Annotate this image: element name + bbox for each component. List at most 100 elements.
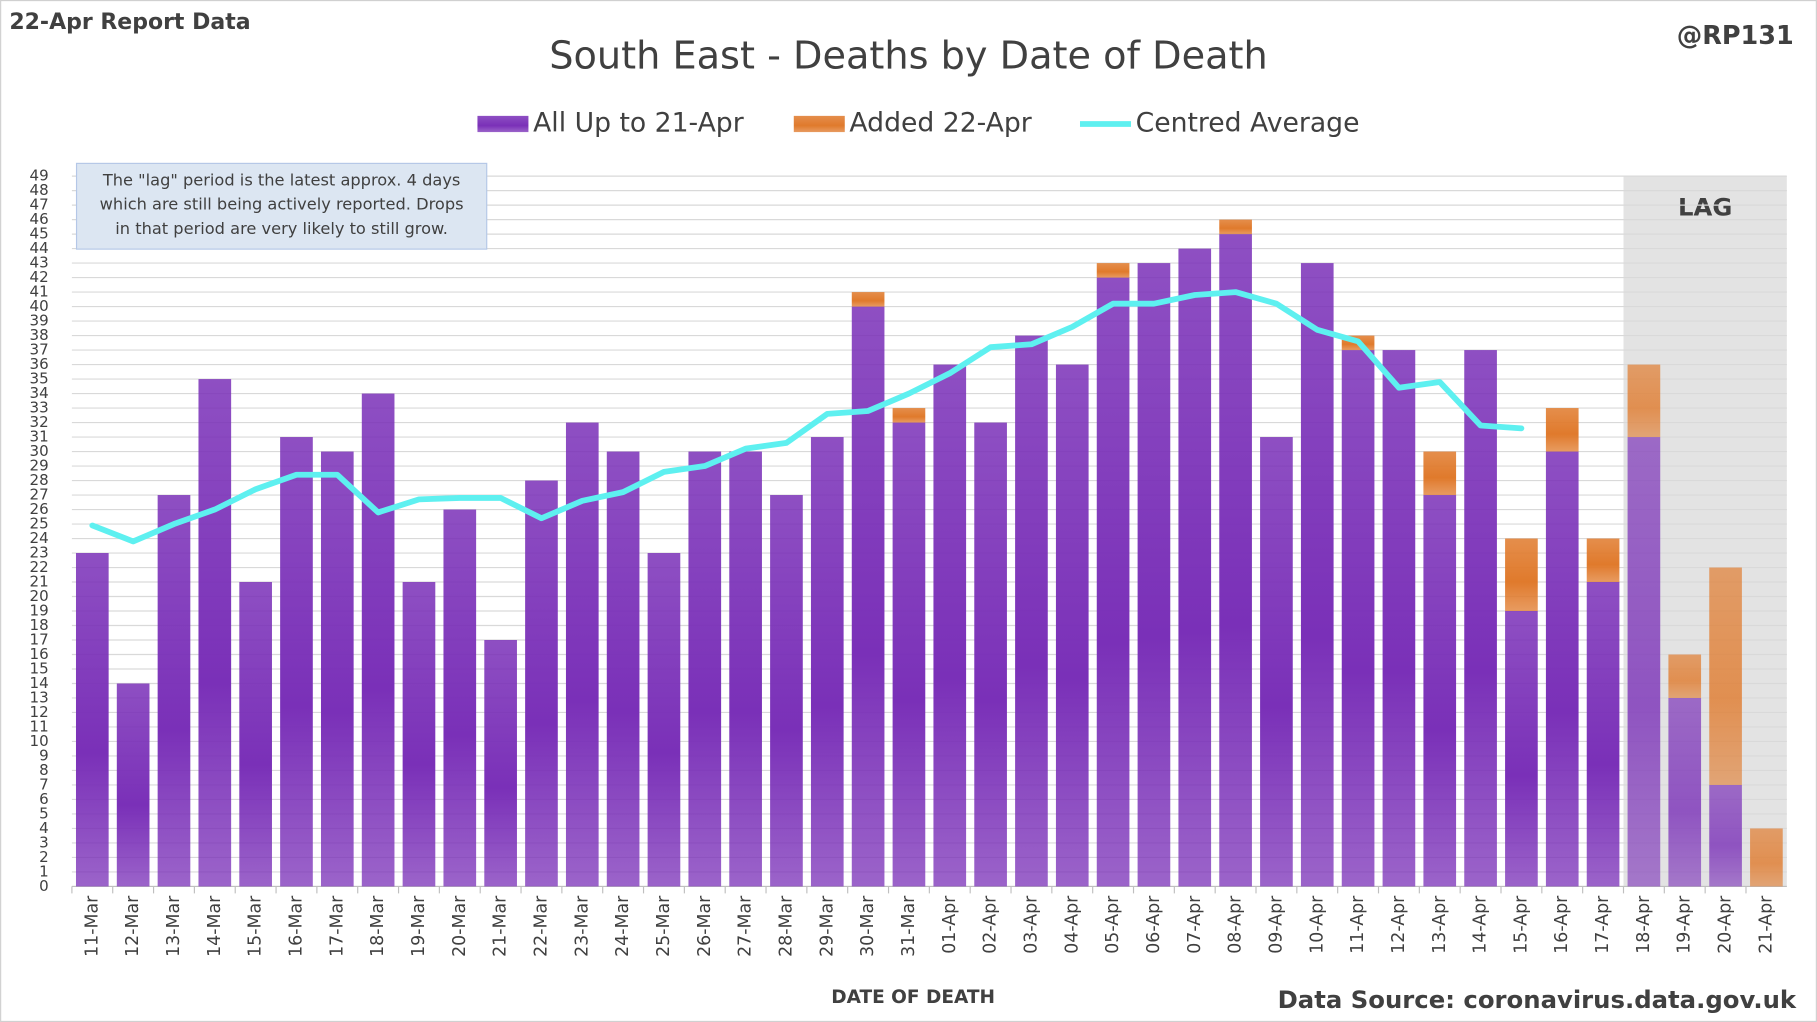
y-tick-label: 28 — [30, 471, 49, 489]
y-tick-label: 17 — [30, 630, 49, 648]
y-tick-label: 47 — [30, 196, 49, 214]
x-tick-label: 11-Mar — [82, 895, 102, 957]
y-tick-label: 15 — [30, 659, 49, 677]
legend-label: Centred Average — [1136, 107, 1360, 138]
bar — [1750, 828, 1783, 887]
x-tick-label: 22-Mar — [531, 895, 551, 957]
y-tick-label: 49 — [30, 167, 49, 185]
bar — [1545, 451, 1579, 887]
y-tick-label: 25 — [30, 515, 49, 533]
y-tick-label: 4 — [39, 819, 49, 837]
y-tick-label: 27 — [30, 486, 49, 504]
bar — [157, 495, 191, 887]
y-tick-label: 13 — [30, 688, 49, 706]
y-tick-label: 16 — [30, 645, 49, 663]
x-tick-label: 02-Apr — [981, 895, 1001, 954]
bar — [1015, 335, 1048, 887]
x-tick-label: 29-Mar — [817, 895, 837, 957]
y-tick-label: 8 — [39, 761, 49, 779]
y-tick-label: 9 — [39, 746, 49, 764]
x-tick-label: 21-Apr — [1756, 895, 1776, 954]
y-tick-label: 1 — [39, 862, 49, 880]
x-tick-label: 18-Mar — [368, 895, 388, 957]
bar — [1545, 408, 1579, 452]
y-tick-label: 35 — [30, 370, 49, 388]
bar — [729, 451, 762, 887]
y-tick-label: 43 — [30, 254, 49, 272]
y-tick-label: 18 — [30, 616, 49, 634]
x-tick-label: 20-Apr — [1716, 895, 1736, 954]
bar — [1055, 364, 1089, 887]
x-tick-label: 13-Mar — [164, 895, 184, 957]
x-tick-label: 23-Mar — [572, 895, 592, 957]
bar — [810, 437, 844, 887]
x-tick-label: 08-Apr — [1226, 895, 1246, 954]
y-tick-label: 44 — [30, 239, 49, 257]
bar — [1586, 538, 1620, 583]
x-tick-label: 17-Mar — [327, 895, 347, 957]
y-tick-label: 0 — [39, 877, 49, 895]
y-tick-label: 10 — [30, 732, 49, 750]
average-line — [89, 289, 1525, 545]
bar — [1219, 234, 1252, 887]
report-label: 22-Apr Report Data — [9, 10, 250, 35]
y-tick-label: 19 — [30, 602, 49, 620]
bar — [1096, 277, 1130, 887]
x-tick-label: 12-Mar — [123, 895, 143, 957]
y-tick-label: 5 — [39, 804, 49, 822]
bar — [1382, 350, 1416, 887]
y-tick-label: 11 — [30, 717, 49, 735]
y-tick-label: 31 — [30, 428, 49, 446]
bar — [1709, 567, 1742, 785]
annotation-text: The "lag" period is the latest approx. 4… — [102, 170, 461, 189]
y-tick-label: 30 — [30, 442, 49, 460]
x-tick-label: 14-Mar — [205, 895, 225, 957]
x-tick-label: 15-Apr — [1511, 895, 1531, 954]
bar — [1178, 248, 1212, 887]
y-tick-label: 38 — [30, 326, 49, 344]
y-tick-label: 3 — [39, 833, 49, 851]
y-tick-label: 36 — [30, 355, 49, 373]
source: Data Source: coronavirus.data.gov.uk — [1278, 985, 1797, 1014]
y-tick-label: 48 — [30, 181, 49, 199]
y-tick-label: 46 — [30, 210, 49, 228]
y-tick-label: 2 — [39, 848, 49, 866]
legend-label: All Up to 21-Apr — [533, 107, 744, 138]
bar — [484, 639, 517, 887]
y-tick-label: 37 — [30, 341, 49, 359]
y-tick-label: 34 — [30, 384, 49, 402]
bar — [974, 422, 1007, 887]
x-tick-label: 21-Mar — [491, 895, 511, 957]
bar — [892, 422, 926, 887]
bar — [1300, 263, 1334, 887]
bar — [1423, 495, 1457, 887]
chart-title: South East - Deaths by Date of Death — [549, 34, 1267, 78]
x-tick-label: 31-Mar — [899, 895, 919, 957]
bar — [443, 509, 477, 887]
x-tick-label: 13-Apr — [1430, 895, 1450, 954]
annotation-text: which are still being actively reported.… — [100, 195, 464, 214]
annotation-text: in that period are very likely to still … — [115, 219, 448, 238]
x-tick-label: 04-Apr — [1062, 895, 1082, 954]
x-tick-label: 30-Mar — [858, 895, 878, 957]
x-tick-label: 25-Mar — [654, 895, 674, 957]
bar — [239, 582, 272, 887]
bar — [1668, 697, 1702, 887]
bar — [1505, 538, 1538, 612]
bar — [320, 451, 354, 887]
bar — [1505, 611, 1538, 887]
x-tick-label: 03-Apr — [1021, 895, 1041, 954]
bar — [688, 451, 722, 887]
x-tick-label: 24-Mar — [613, 895, 633, 957]
y-tick-label: 22 — [30, 558, 49, 576]
x-tick-label: 27-Mar — [736, 895, 756, 957]
annotation-box — [75, 162, 488, 250]
x-tick-label: 19-Mar — [409, 895, 429, 957]
x-tick-label: 07-Apr — [1185, 895, 1205, 954]
legend-swatch — [793, 115, 845, 133]
y-tick-label: 29 — [30, 457, 49, 475]
bar — [1668, 654, 1702, 698]
bar — [1219, 219, 1252, 235]
bar — [1137, 263, 1171, 887]
x-tick-label: 01-Apr — [940, 895, 960, 954]
